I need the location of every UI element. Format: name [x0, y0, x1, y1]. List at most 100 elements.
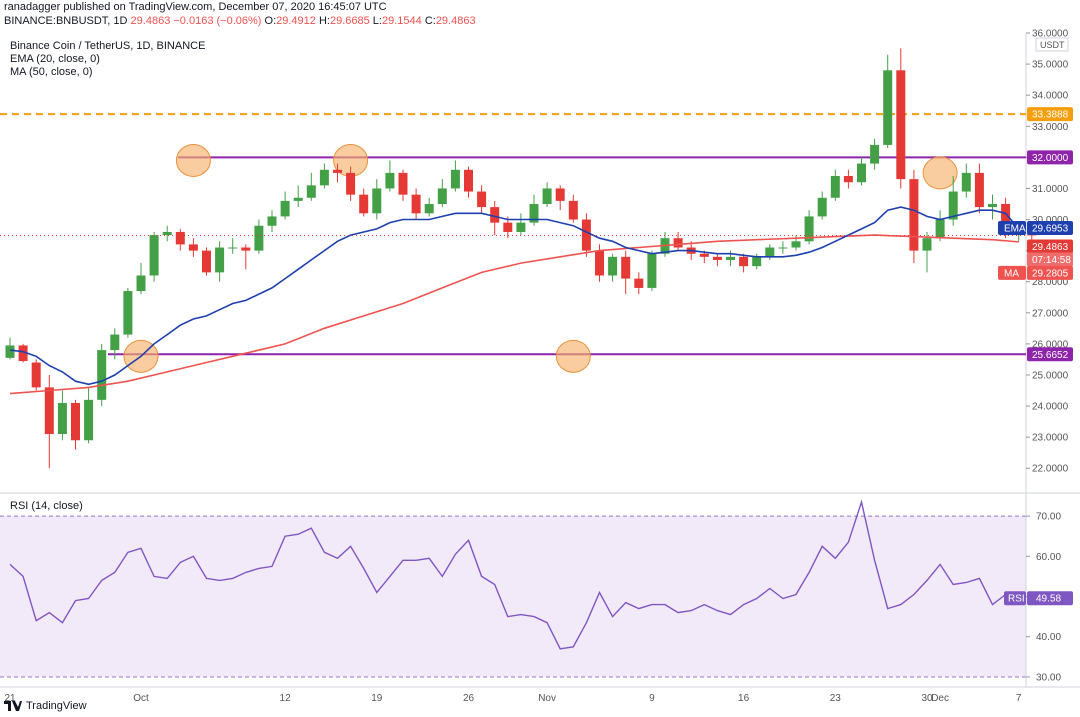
symbol-line: BINANCE:BNBUSDT, 1D 29.4863 −0.0163 (−0.…	[4, 15, 476, 27]
price-tick-label: 33.0000	[1032, 122, 1069, 133]
price-tick-label: 36.0000	[1032, 29, 1069, 40]
candle-body	[555, 188, 565, 201]
highlight-circle	[922, 156, 958, 190]
candle-body	[241, 247, 251, 251]
candle-body	[647, 253, 657, 288]
candle-body	[359, 194, 369, 214]
candle-body	[922, 238, 932, 251]
countdown-axis-value: 07:14:58	[1032, 255, 1071, 266]
candle-body	[961, 172, 971, 192]
candle-body	[843, 176, 853, 183]
rsi-line	[9, 499, 1019, 650]
rsi-value: 49.58	[1036, 594, 1061, 605]
ma-axis-tag-label: MA	[1004, 268, 1019, 279]
publisher-line: ranadagger published on TradingView.com,…	[4, 1, 387, 13]
candle-body	[5, 345, 15, 358]
low-value: 29.1544	[381, 15, 422, 27]
candle-body	[372, 188, 382, 214]
time-tick-label: 16	[738, 693, 750, 704]
level-badge	[1027, 150, 1073, 165]
candle-body	[634, 278, 644, 288]
candle-body	[568, 200, 578, 220]
candle-body	[752, 256, 762, 267]
candle-body	[84, 399, 94, 441]
price-tick-label: 31.0000	[1032, 184, 1069, 195]
level-badge	[1027, 107, 1073, 122]
candle-body	[267, 216, 277, 226]
candle-body	[385, 172, 395, 189]
candle-body	[464, 169, 473, 192]
candle-body	[97, 350, 107, 400]
candle-body	[71, 402, 80, 441]
price-tick-label: 23.0000	[1032, 433, 1069, 444]
candle-body	[974, 172, 984, 208]
candle-body	[123, 291, 133, 335]
candle-body	[608, 256, 618, 276]
time-tick-label: 23	[830, 693, 842, 704]
ma-legend: MA (50, close, 0)	[10, 66, 93, 78]
candle-body	[726, 256, 735, 260]
ema-axis-value: 29.6953	[1032, 224, 1069, 235]
level-badge-label: 32.0000	[1032, 153, 1069, 164]
unit-label: USDT	[1040, 40, 1065, 50]
tradingview-logo-icon	[4, 701, 22, 711]
candle-body	[18, 345, 28, 361]
time-tick-label: 12	[280, 693, 292, 704]
candle-body	[935, 219, 945, 239]
candle-body	[909, 179, 919, 251]
candle-body	[490, 207, 500, 223]
time-tick-label: Oct	[133, 693, 149, 704]
candle-body	[988, 203, 997, 208]
rsi-tick-label: 70.00	[1036, 512, 1061, 523]
candle-body	[503, 222, 513, 232]
candle-body	[477, 191, 487, 208]
symbol-label: BINANCE:BNBUSDT, 1D	[4, 15, 128, 27]
rsi-value-badge	[1027, 591, 1073, 606]
candle-body	[280, 200, 290, 217]
ma-axis-tag	[998, 265, 1026, 280]
candle-body	[542, 188, 552, 204]
candle-body	[162, 231, 172, 236]
level-badge-label: 25.6652	[1032, 350, 1069, 361]
price-tick-label: 27.0000	[1032, 308, 1069, 319]
rsi-tick-label: 60.00	[1036, 552, 1061, 563]
candle-body	[817, 197, 827, 217]
candle-body	[450, 169, 460, 189]
price-tick-label: 34.0000	[1032, 91, 1069, 102]
highlight-circle	[175, 143, 211, 177]
price-change: −0.0163 (−0.06%)	[173, 15, 262, 27]
candle-body	[765, 247, 775, 257]
candle-body	[398, 172, 408, 195]
candle-body	[739, 256, 749, 267]
footer-brand: TradingView	[26, 700, 87, 712]
time-tick-label: 7	[1016, 693, 1022, 704]
highlight-circle	[555, 339, 591, 373]
candle-body	[228, 247, 238, 249]
candle-body	[306, 185, 316, 198]
rsi-tag-label: RSI	[1008, 594, 1025, 605]
candle-body	[621, 256, 631, 279]
candle-body	[791, 241, 801, 248]
ema-line	[9, 206, 1020, 386]
countdown-axis-badge	[1027, 252, 1073, 267]
candle-body	[516, 222, 526, 232]
time-tick-label: 19	[371, 693, 383, 704]
candle-body	[830, 176, 840, 198]
rsi-tick-label: 40.00	[1036, 632, 1061, 643]
rsi-tag	[1004, 591, 1026, 606]
candle-body	[437, 188, 447, 204]
candle-body	[581, 219, 591, 251]
candle-body	[319, 169, 329, 186]
time-tick-label: Dec	[931, 693, 949, 704]
rsi-legend: RSI (14, close)	[10, 500, 83, 512]
level-badge	[1027, 347, 1073, 362]
last-price-axis-badge	[1027, 239, 1073, 254]
candle-body	[1001, 203, 1011, 236]
time-tick-label: 26	[463, 693, 475, 704]
price-tick-label: 22.0000	[1032, 464, 1069, 475]
ema-legend: EMA (20, close, 0)	[10, 53, 100, 65]
price-tick-label: 28.0000	[1032, 277, 1069, 288]
candle-body	[215, 247, 225, 273]
time-tick-label: 21	[4, 693, 16, 704]
